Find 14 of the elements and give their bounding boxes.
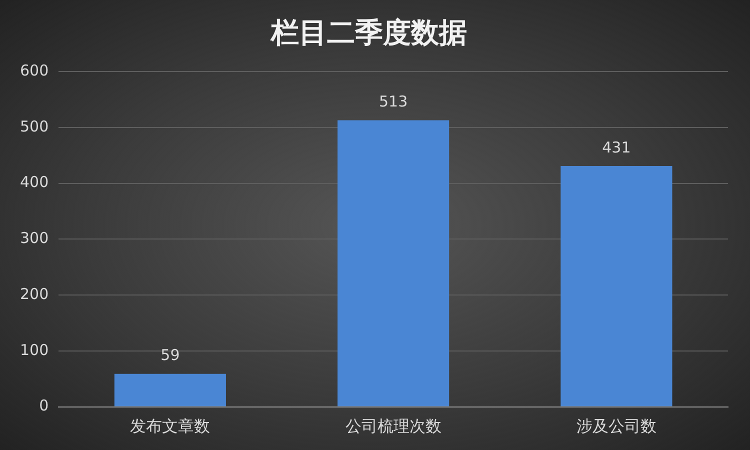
y-tick-label: 0 <box>39 396 49 415</box>
x-tick-label: 涉及公司数 <box>576 416 656 436</box>
chart-title: 栏目二季度数据 <box>270 16 467 50</box>
y-tick-label: 300 <box>20 229 49 248</box>
y-tick-label: 100 <box>20 340 49 359</box>
data-label: 513 <box>378 92 408 111</box>
y-tick-label: 600 <box>20 61 49 80</box>
y-tick-label: 500 <box>20 117 49 136</box>
x-tick-label: 公司梳理次数 <box>345 416 442 436</box>
data-label: 431 <box>602 138 631 156</box>
x-tick-label: 发布文章数 <box>130 416 210 436</box>
y-tick-label: 200 <box>20 284 49 303</box>
data-label: 59 <box>160 346 180 364</box>
y-tick-label: 400 <box>20 173 49 192</box>
